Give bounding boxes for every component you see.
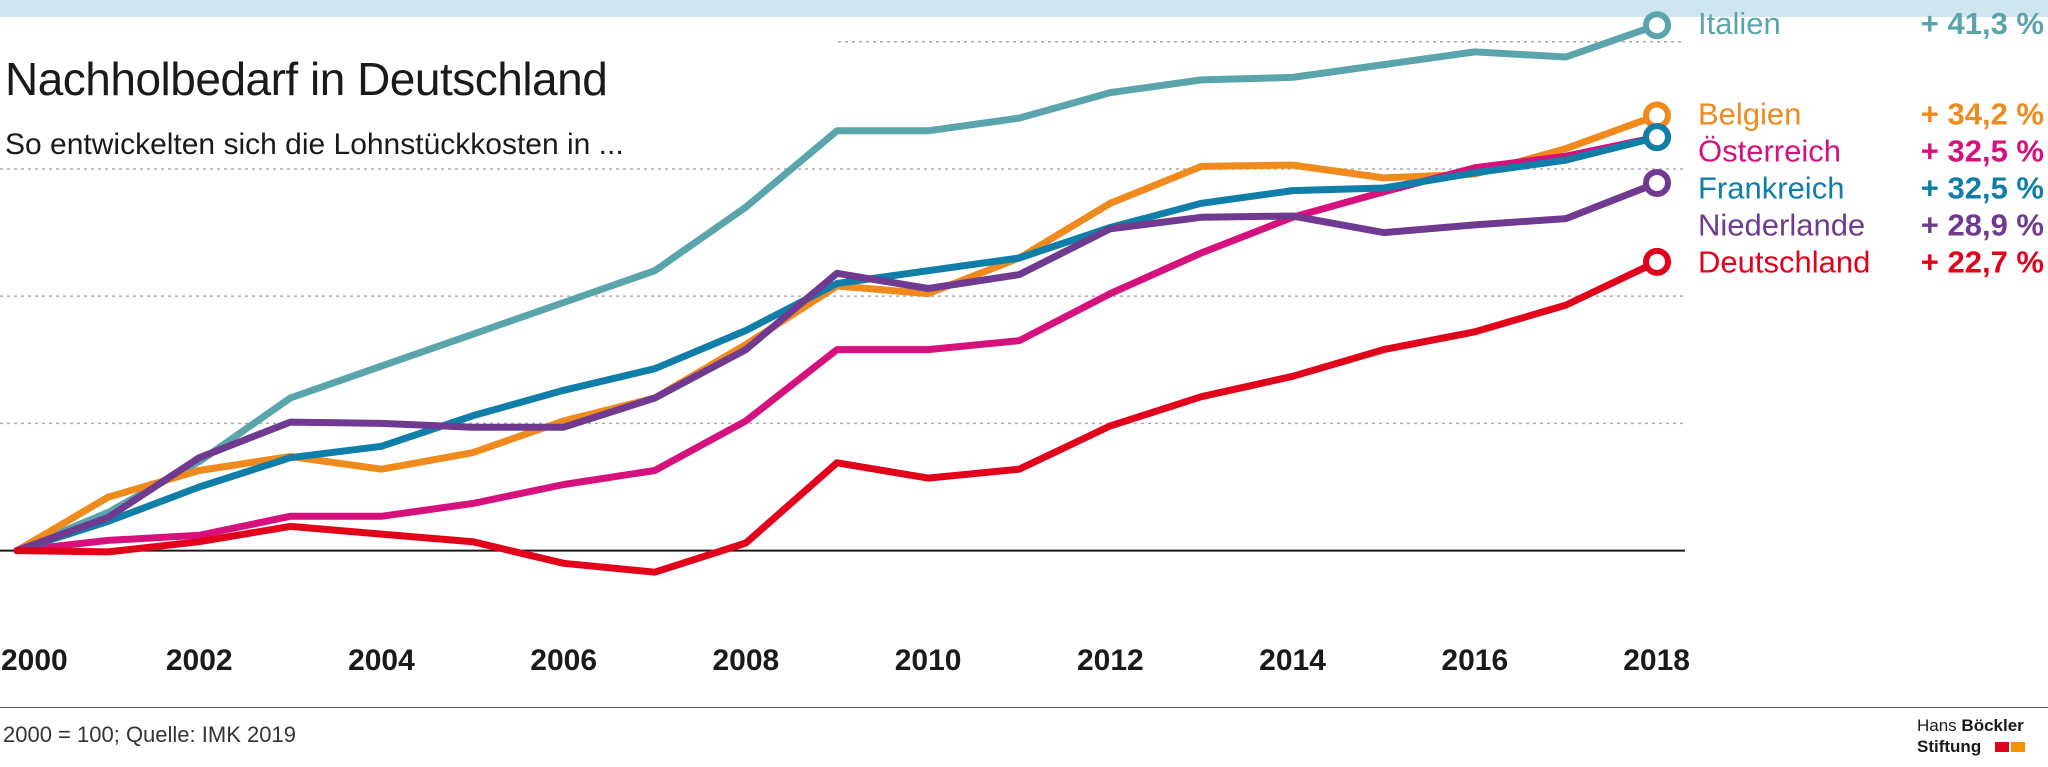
series-line-5	[13, 179, 1661, 555]
hans-boeckler-stiftung-logo: Hans Böckler Stiftung	[1917, 716, 2045, 764]
source-note: 2000 = 100; Quelle: IMK 2019	[3, 722, 296, 747]
logo-red-mark	[1995, 742, 2009, 752]
legend-label-2: Belgien	[1698, 97, 1801, 132]
x-tick-label: 2010	[895, 644, 962, 677]
x-tick-label: 2006	[530, 644, 597, 677]
x-tick-label: 2002	[166, 644, 233, 677]
chart-subtitle: So entwickelten sich die Lohnstückkosten…	[5, 128, 624, 161]
x-tick-label: 2008	[713, 644, 780, 677]
x-tick-label: 2000	[1, 644, 68, 677]
legend-change-5: + 28,9 %	[1921, 208, 2044, 243]
chart-title: Nachholbedarf in Deutschland	[5, 53, 608, 105]
logo-orange-mark	[2011, 742, 2025, 752]
legend-change-6: + 22,7 %	[1921, 245, 2044, 280]
legend-change-4: + 32,5 %	[1921, 171, 2044, 206]
series-line-3	[13, 133, 1661, 555]
x-tick-label: 2004	[348, 644, 415, 677]
series-end-marker-6	[1643, 247, 1671, 276]
series-line-1	[13, 21, 1661, 555]
series-line-6	[13, 258, 1661, 576]
legend-change-1: + 41,3 %	[1921, 6, 2044, 41]
legend-label-3: Österreich	[1698, 134, 1841, 169]
logo-word-boeckler: Böckler	[1961, 716, 2024, 735]
series-end-marker-5	[1643, 168, 1671, 197]
series-end-marker-4	[1643, 123, 1671, 152]
top-band	[0, 0, 2048, 17]
x-tick-label: 2016	[1441, 644, 1508, 677]
x-tick-label: 2014	[1259, 644, 1326, 677]
legend-label-6: Deutschland	[1698, 245, 1870, 280]
series-line-4	[13, 133, 1661, 555]
logo-word-stiftung: Stiftung	[1917, 737, 1982, 756]
series-end-marker-1	[1643, 11, 1671, 40]
legend-label-1: Italien	[1698, 6, 1781, 41]
logo-text-line1: Hans Böckler	[1917, 716, 2024, 736]
legend-change-2: + 34,2 %	[1921, 97, 2044, 132]
footer-divider	[0, 707, 2048, 708]
legend-change-3: + 32,5 %	[1921, 134, 2044, 169]
x-tick-label: 2018	[1623, 644, 1690, 677]
logo-word-hans: Hans	[1917, 716, 1957, 735]
x-tick-label: 2012	[1077, 644, 1144, 677]
legend-label-4: Frankreich	[1698, 171, 1844, 206]
legend-label-5: Niederlande	[1698, 208, 1865, 243]
